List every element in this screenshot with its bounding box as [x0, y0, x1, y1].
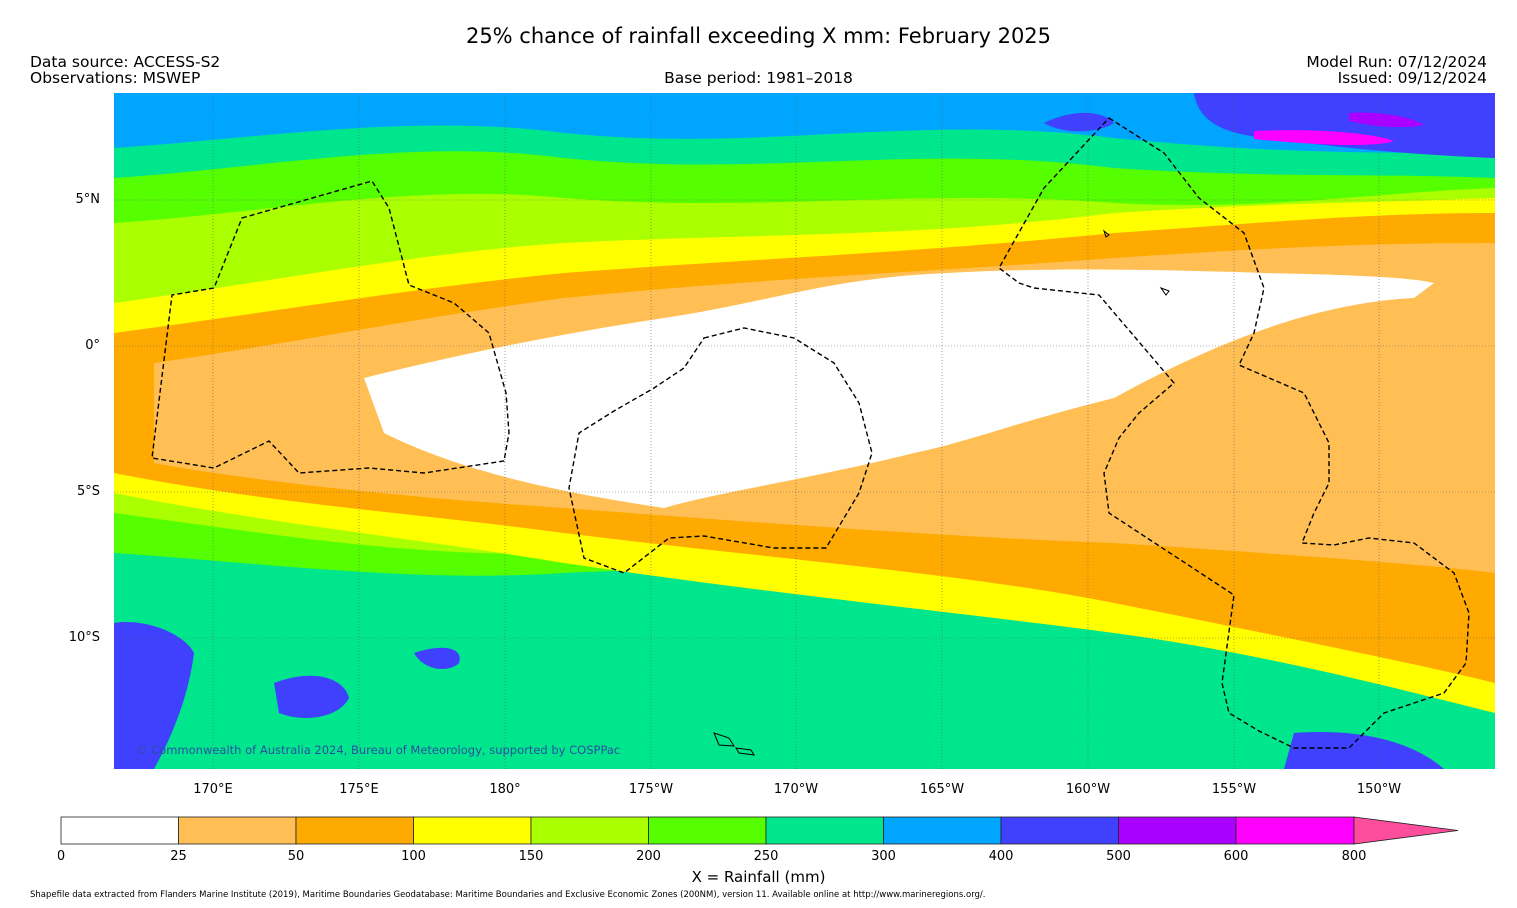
eez-kiribati-line — [998, 117, 1470, 749]
map-title: 25% chance of rainfall exceeding X mm: F… — [465, 24, 1052, 48]
lat-label-5s: 5°S — [76, 484, 100, 499]
cbar-tick-600: 600 — [1224, 849, 1249, 864]
band-600-800 — [1254, 130, 1394, 146]
lon-label-170e: 170°E — [193, 782, 233, 797]
lat-label-0: 0° — [85, 338, 100, 353]
cbar-tick-25: 25 — [170, 849, 187, 864]
band-400-500-s3 — [414, 647, 460, 669]
band-400-500-s4 — [1284, 732, 1444, 769]
eez-kiribati-phoenix — [568, 327, 873, 574]
cbar-tick-50: 50 — [288, 849, 305, 864]
lon-label-155w: 155°W — [1211, 782, 1257, 797]
band-400-500-s1 — [114, 622, 194, 769]
shapefile-credit: Shapefile data extracted from Flanders M… — [30, 890, 986, 900]
colorbar-axis-label: X = Rainfall (mm) — [691, 868, 826, 886]
lon-label-150w: 150°W — [1356, 782, 1402, 797]
colorbar: 0 25 50 100 150 200 250 300 400 500 600 … — [58, 816, 1459, 864]
cbar-tick-500: 500 — [1106, 849, 1131, 864]
swatch-50-100 — [295, 816, 414, 845]
swatch-0-25 — [60, 816, 179, 845]
lon-label-175w: 175°W — [628, 782, 674, 797]
lon-label-170w: 170°W — [773, 782, 819, 797]
cbar-tick-400: 400 — [989, 849, 1014, 864]
band-400-500-s2 — [274, 675, 349, 718]
swatch-100-150 — [413, 816, 532, 845]
band-0-25 — [364, 269, 1434, 508]
issued-label: Issued: 09/12/2024 — [1337, 69, 1487, 87]
lat-label-10s: 10°S — [68, 630, 100, 645]
lon-label-165w: 165°W — [919, 782, 965, 797]
colorbar-swatches — [60, 816, 1459, 845]
lon-label-160w: 160°W — [1065, 782, 1111, 797]
swatch-500-600 — [1118, 816, 1237, 845]
swatch-200-250 — [648, 816, 767, 845]
swatch-800-plus — [1353, 816, 1459, 845]
swatch-150-200 — [530, 816, 649, 845]
observations-label: Observations: MSWEP — [30, 69, 201, 87]
gridlines — [114, 93, 1495, 769]
swatch-250-300 — [765, 816, 884, 845]
lat-label-5n: 5°N — [75, 192, 101, 207]
rainfall-map: © Commonwealth of Australia 2024, Bureau… — [114, 93, 1495, 769]
island-outlines — [713, 229, 1170, 756]
colorbar-ticks: 0 25 50 100 150 200 250 300 400 500 600 … — [58, 849, 1366, 864]
copyright-text: © Commonwealth of Australia 2024, Bureau… — [136, 743, 620, 757]
eez-kiribati-gilbert — [151, 180, 510, 474]
cbar-tick-300: 300 — [871, 849, 896, 864]
swatch-25-50 — [178, 816, 297, 845]
lon-label-180: 180° — [489, 782, 521, 797]
cbar-tick-100: 100 — [401, 849, 426, 864]
band-500-600 — [1349, 112, 1424, 128]
cbar-tick-0: 0 — [58, 849, 65, 864]
band-250-south — [114, 593, 1495, 769]
model-run-label: Model Run: 07/12/2024 — [1306, 53, 1487, 71]
cbar-tick-800: 800 — [1342, 849, 1367, 864]
rainfall-bands — [114, 93, 1495, 769]
swatch-400-500 — [1000, 816, 1119, 845]
swatch-600-800 — [1235, 816, 1355, 845]
eez-boundaries — [151, 117, 1470, 749]
band-400-500-n1 — [1044, 112, 1114, 132]
base-period-label: Base period: 1981–2018 — [664, 69, 853, 87]
band-400-500-n2 — [1194, 93, 1495, 158]
cbar-tick-150: 150 — [519, 849, 544, 864]
cbar-tick-200: 200 — [636, 849, 661, 864]
swatch-300-400 — [883, 816, 1002, 845]
cbar-tick-250: 250 — [754, 849, 779, 864]
lon-label-175e: 175°E — [339, 782, 379, 797]
data-source-label: Data source: ACCESS-S2 — [30, 53, 221, 71]
